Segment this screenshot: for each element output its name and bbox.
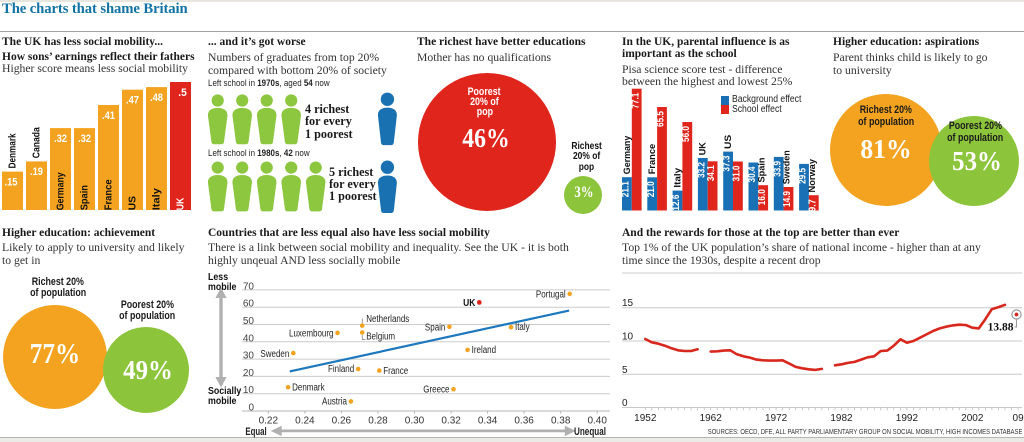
svg-text:2002: 2002	[961, 413, 984, 424]
svg-text:Luxembourg: Luxembourg	[289, 329, 334, 340]
svg-text:1982: 1982	[830, 413, 853, 424]
svg-text:70: 70	[243, 281, 255, 292]
svg-text:US: US	[723, 135, 734, 149]
svg-text:50: 50	[243, 316, 255, 327]
svg-text:Equal: Equal	[245, 426, 266, 438]
svg-text:Greece: Greece	[423, 385, 450, 396]
svg-text:0.38: 0.38	[551, 416, 571, 427]
svg-text:13.88: 13.88	[988, 322, 1014, 334]
svg-text:Sweden: Sweden	[782, 150, 793, 184]
svg-text:.19: .19	[30, 166, 43, 178]
svg-text:.32: .32	[54, 133, 67, 145]
svg-text:1972: 1972	[765, 413, 788, 424]
svg-text:37.3: 37.3	[722, 155, 733, 171]
svg-text:0.28: 0.28	[368, 416, 388, 427]
svg-text:77.1: 77.1	[630, 92, 641, 108]
svg-text:Spain: Spain	[756, 157, 767, 182]
svg-text:1992: 1992	[896, 413, 919, 424]
svg-text:10: 10	[622, 332, 634, 343]
svg-text:France: France	[647, 144, 658, 175]
svg-text:Norway: Norway	[807, 158, 818, 192]
svg-text:Portugal: Portugal	[536, 290, 566, 301]
svg-text:0.32: 0.32	[441, 416, 461, 427]
svg-text:1952: 1952	[634, 413, 657, 424]
svg-text:14.9: 14.9	[782, 191, 793, 207]
svg-text:0: 0	[248, 403, 254, 414]
svg-text:34.1: 34.1	[706, 165, 717, 181]
svg-text:.5: .5	[178, 87, 187, 99]
svg-text:15: 15	[622, 298, 634, 309]
svg-text:France: France	[103, 179, 114, 211]
svg-text:Germany: Germany	[55, 172, 66, 210]
svg-text:Italy: Italy	[672, 167, 683, 188]
svg-text:Germany: Germany	[622, 135, 633, 174]
svg-text:Austria: Austria	[322, 397, 347, 408]
svg-text:0: 0	[622, 398, 628, 409]
svg-text:0.34: 0.34	[478, 416, 498, 427]
svg-text:60: 60	[243, 299, 255, 310]
svg-text:US: US	[127, 196, 138, 211]
svg-text:.15: .15	[5, 176, 18, 188]
svg-text:65.5: 65.5	[656, 111, 667, 127]
svg-text:UK: UK	[463, 297, 476, 309]
svg-text:0.22: 0.22	[259, 416, 279, 427]
svg-text:France: France	[383, 366, 408, 377]
svg-text:09: 09	[1013, 413, 1024, 424]
svg-text:0.24: 0.24	[295, 416, 315, 427]
svg-text:9.7: 9.7	[807, 199, 818, 212]
svg-text:1962: 1962	[700, 413, 723, 424]
svg-text:Belgium: Belgium	[366, 332, 395, 343]
svg-text:20: 20	[243, 368, 255, 379]
svg-text:5: 5	[622, 365, 628, 376]
svg-text:Italy: Italy	[515, 322, 530, 333]
svg-text:Netherlands: Netherlands	[366, 314, 409, 325]
svg-text:Finland: Finland	[328, 364, 354, 375]
svg-text:56.0: 56.0	[681, 126, 692, 142]
svg-text:Canada: Canada	[31, 127, 42, 158]
svg-text:UK: UK	[175, 198, 186, 211]
svg-text:12.6: 12.6	[671, 194, 682, 210]
svg-text:.48: .48	[150, 92, 163, 104]
svg-text:16.0: 16.0	[757, 189, 768, 205]
svg-text:0.40: 0.40	[587, 416, 607, 427]
svg-text:.47: .47	[126, 95, 139, 107]
svg-text:Unequal: Unequal	[574, 426, 606, 438]
svg-text:21.0: 21.0	[646, 181, 657, 197]
svg-text:21.1: 21.1	[621, 181, 632, 197]
svg-text:Spain: Spain	[79, 185, 90, 210]
svg-text:Sweden: Sweden	[260, 349, 289, 360]
svg-text:31.0: 31.0	[732, 165, 743, 181]
svg-text:.32: .32	[78, 133, 91, 145]
svg-text:40: 40	[243, 333, 255, 344]
svg-text:Denmark: Denmark	[7, 133, 18, 168]
svg-text:10: 10	[243, 385, 255, 396]
svg-text:0.36: 0.36	[514, 416, 534, 427]
svg-text:.41: .41	[102, 110, 115, 122]
svg-text:0.26: 0.26	[332, 416, 352, 427]
svg-text:Ireland: Ireland	[472, 345, 497, 356]
svg-text:30.4: 30.4	[747, 166, 758, 182]
svg-text:0.30: 0.30	[405, 416, 425, 427]
svg-text:33.2: 33.2	[696, 162, 707, 178]
svg-text:Italy: Italy	[151, 187, 162, 210]
svg-text:Denmark: Denmark	[292, 383, 325, 394]
svg-text:33.9: 33.9	[772, 161, 783, 177]
svg-text:Spain: Spain	[425, 322, 446, 333]
svg-text:UK: UK	[698, 142, 709, 155]
svg-text:29.5: 29.5	[798, 168, 809, 184]
svg-text:30: 30	[243, 351, 255, 362]
